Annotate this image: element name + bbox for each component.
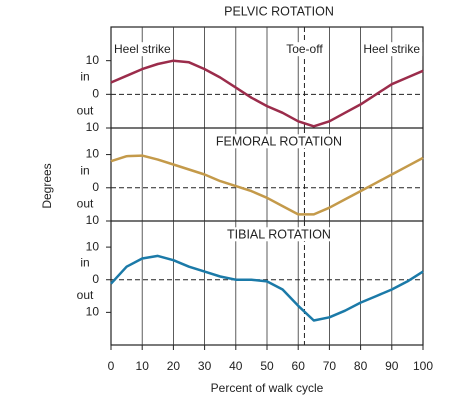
out-label: out bbox=[77, 197, 94, 211]
x-tick-label: 80 bbox=[354, 359, 368, 373]
x-tick-label: 10 bbox=[136, 359, 150, 373]
annotation-bg bbox=[284, 42, 326, 57]
x-axis-label: Percent of walk cycle bbox=[211, 381, 324, 395]
x-tick-label: 0 bbox=[108, 359, 115, 373]
annotation-bg bbox=[361, 42, 423, 57]
out-label: out bbox=[77, 103, 94, 117]
y-tick-label: 10 bbox=[86, 213, 100, 227]
in-label: in bbox=[80, 70, 89, 84]
panel-title: FEMORAL ROTATION bbox=[216, 134, 342, 148]
data-line bbox=[110, 154, 424, 216]
in-label: in bbox=[80, 256, 89, 270]
y-tick-label: 10 bbox=[86, 53, 100, 67]
y-axis-label: Degrees bbox=[40, 163, 54, 208]
annotation: Toe-off bbox=[286, 42, 323, 56]
title-bg bbox=[212, 134, 346, 149]
x-tick-label: 90 bbox=[385, 359, 399, 373]
annotation-bg bbox=[112, 42, 174, 57]
y-tick-label: 10 bbox=[86, 305, 100, 319]
x-tick-label: 50 bbox=[260, 359, 274, 373]
x-tick-label: 40 bbox=[229, 359, 243, 373]
y-tick-label: 0 bbox=[92, 272, 99, 286]
x-tick-label: 30 bbox=[198, 359, 212, 373]
y-tick-label: 10 bbox=[86, 120, 100, 134]
y-tick-label: 0 bbox=[92, 87, 99, 101]
x-tick-label: 20 bbox=[167, 359, 181, 373]
x-tick-label: 60 bbox=[292, 359, 306, 373]
title-bg bbox=[224, 227, 334, 242]
y-tick-label: 10 bbox=[86, 239, 100, 253]
in-label: in bbox=[80, 163, 89, 177]
x-tick-label: 70 bbox=[323, 359, 337, 373]
y-tick-label: 10 bbox=[86, 147, 100, 161]
data-line bbox=[110, 254, 424, 322]
annotation: Heel strike bbox=[363, 42, 420, 56]
panel-title: TIBIAL ROTATION bbox=[227, 227, 331, 241]
y-tick-label: 0 bbox=[92, 180, 99, 194]
out-label: out bbox=[77, 288, 94, 302]
panel-title: PELVIC ROTATION bbox=[224, 4, 334, 18]
data-line bbox=[110, 59, 424, 128]
annotation: Heel strike bbox=[114, 42, 171, 56]
x-tick-label: 100 bbox=[413, 359, 433, 373]
title-bg bbox=[221, 4, 337, 19]
